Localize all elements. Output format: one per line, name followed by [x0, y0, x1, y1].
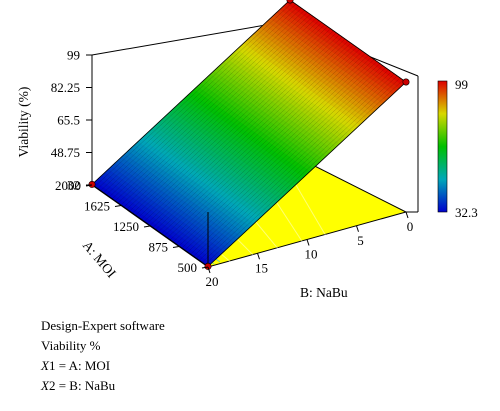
surface-mesh-line [158, 46, 357, 232]
surface-mesh-line [187, 67, 386, 253]
moi-tick-label: 500 [178, 260, 198, 275]
surface-mesh-line [115, 16, 314, 202]
moi-tick-label: 2000 [55, 178, 81, 193]
moi-axis-label: A: MOI [80, 238, 120, 281]
colorbar: 99 32.3 [437, 77, 478, 220]
surface-mesh-line [138, 32, 337, 218]
surface-mesh-line [103, 8, 302, 193]
viability-tick-label: 99 [67, 48, 80, 63]
nabu-axis-label: B: NaBu [300, 285, 348, 300]
nabu-tick-label: 15 [255, 260, 268, 275]
surface-mesh-line [178, 61, 378, 247]
nabu-tick-mark [207, 266, 211, 274]
surface-mesh-line [202, 77, 401, 263]
surface-mesh-line [193, 71, 392, 257]
nabu-tick-mark [356, 225, 359, 232]
surface-mesh-line [190, 69, 389, 255]
surface-mesh-line [173, 57, 372, 243]
moi-tick-label: 875 [149, 240, 169, 255]
surface-mesh-line [146, 38, 346, 224]
nabu-tick-label: 5 [357, 233, 364, 248]
caption-software: Design-Expert software [41, 318, 165, 333]
colorbar-max-label: 99 [455, 77, 468, 92]
surface-mesh-line [161, 49, 360, 234]
surface-mesh-line [199, 75, 398, 261]
caption-x1-var: X [41, 358, 49, 373]
viability-tick-label: 82.25 [51, 80, 80, 95]
design-point [88, 180, 96, 188]
nabu-tick-label: 20 [206, 274, 219, 289]
surface-mesh-line [152, 42, 352, 228]
caption-x2-sub: 2 [48, 378, 56, 393]
box-front-edges [91, 155, 418, 267]
nabu-tick-mark [306, 239, 310, 246]
surface-mesh-line [112, 14, 311, 199]
surface-mesh-line [167, 53, 366, 238]
surface-mesh-line [129, 26, 328, 212]
surface-mesh-line [149, 40, 349, 226]
viability-axis: 32 48.75 65.5 82.25 99 [51, 48, 92, 193]
design-point [402, 78, 410, 86]
surface-mesh-line [196, 73, 395, 259]
surface-mesh-line [141, 34, 340, 220]
nabu-tick-mark [405, 211, 409, 219]
caption-x2: X2 = B: NaBu [41, 376, 341, 396]
surface-mesh-line [181, 63, 381, 249]
moi-tick-label: 1250 [113, 219, 139, 234]
surface-mesh-line [126, 24, 325, 210]
viability-axis-label: Viability (%) [16, 87, 31, 158]
nabu-tick-label: 10 [305, 247, 318, 262]
moi-tick-mark [201, 266, 209, 269]
nabu-tick-mark [257, 253, 260, 260]
caption: Design-Expert software Viability % X1 = … [41, 316, 341, 396]
surface-mesh-line [204, 79, 404, 265]
surface-mesh-line [170, 55, 369, 240]
surface-mesh-line [144, 36, 343, 222]
surface-mesh-line [155, 44, 354, 230]
design-point [286, 0, 294, 4]
viability-tick-label: 32 [67, 178, 80, 193]
colorbar-min-label: 32.3 [455, 205, 478, 220]
surface-mesh-line [120, 20, 320, 206]
nabu-tick-label: 0 [407, 219, 414, 234]
moi-tick-mark [172, 246, 180, 248]
viability-tick-label: 65.5 [57, 113, 80, 128]
moi-tick-label: 1625 [84, 199, 110, 214]
surface-mesh-line [106, 10, 305, 195]
moi-tick-mark [114, 205, 122, 207]
surface-mesh-line [97, 3, 296, 189]
response-surface [91, 0, 407, 267]
caption-x2-rest: = B: NaBu [55, 378, 116, 393]
caption-x1: X1 = A: MOI [41, 356, 341, 376]
nabu-axis: 20 15 10 5 0 [206, 211, 414, 289]
design-point [204, 262, 212, 270]
caption-response: Viability % [41, 338, 101, 353]
caption-x1-sub: 1 [48, 358, 56, 373]
design-points [88, 0, 410, 270]
surface-mesh-line [94, 1, 294, 187]
surface-mesh-line [109, 12, 308, 197]
surface-mesh-line [123, 22, 323, 208]
colorbar-gradient [437, 80, 448, 213]
surface-mesh-line [184, 65, 383, 251]
surface-mesh-line [175, 59, 375, 245]
surface-mesh-line [164, 51, 363, 236]
surface-mesh-line [100, 5, 299, 191]
moi-tick-mark [85, 184, 93, 187]
moi-tick-mark [143, 225, 151, 228]
viability-tick-label: 48.75 [51, 145, 80, 160]
surface-mesh-line [117, 18, 317, 204]
frame-back-top [91, 21, 284, 56]
surface-mesh-line [132, 28, 331, 214]
caption-x2-var: X [41, 378, 49, 393]
caption-x1-rest: = A: MOI [55, 358, 111, 373]
surface-mesh-line [135, 30, 334, 216]
